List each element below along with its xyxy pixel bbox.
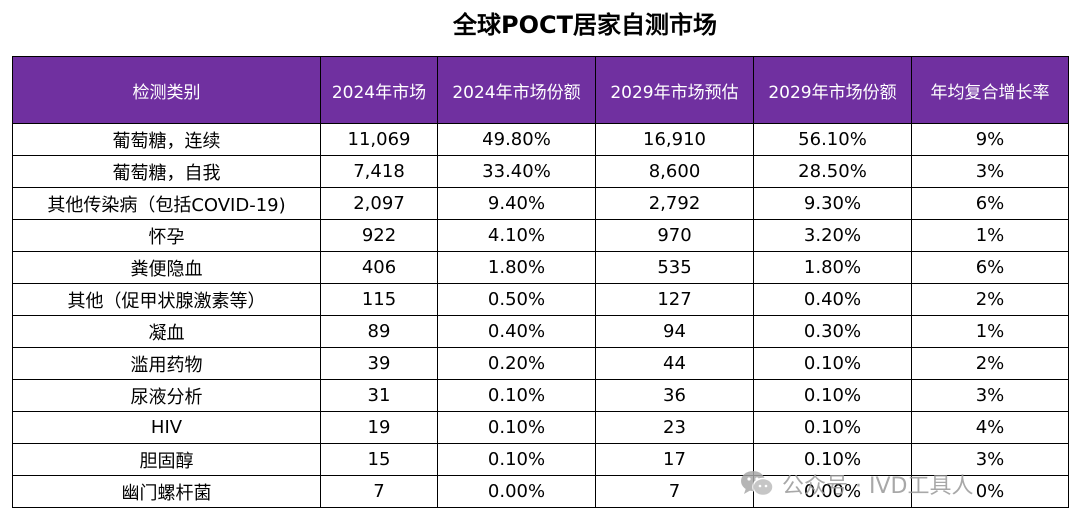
cell-share-2029: 0.40%	[753, 283, 912, 316]
table-row: 滥用药物 39 0.20% 44 0.10% 2%	[12, 347, 1069, 380]
cell-share-2024: 9.40%	[437, 187, 596, 220]
cell-share-2024: 0.10%	[437, 379, 596, 412]
cell-share-2024: 0.10%	[437, 411, 596, 444]
table-body: 葡萄糖，连续 11,069 49.80% 16,910 56.10% 9% 葡萄糖，自我 7,…	[12, 123, 1069, 508]
cell-share-2024: 0.10%	[437, 443, 596, 476]
cell-market-2024: 7,418	[320, 155, 438, 188]
cell-share-2029: 9.30%	[753, 187, 912, 220]
cell-cagr: 0%	[911, 475, 1069, 508]
cell-market-2029: 8,600	[595, 155, 754, 188]
market-table: 检测类别 2024年市场 2024年市场份额 2029年市场预估 2029年市场…	[12, 56, 1069, 508]
cell-cagr: 3%	[911, 155, 1069, 188]
cell-category: 胆固醇	[12, 443, 321, 476]
table-row: 怀孕 922 4.10% 970 3.20% 1%	[12, 219, 1069, 252]
cell-share-2029: 0.10%	[753, 347, 912, 380]
cell-cagr: 6%	[911, 187, 1069, 220]
cell-share-2029: 1.80%	[753, 251, 912, 284]
header-row: 检测类别 2024年市场 2024年市场份额 2029年市场预估 2029年市场…	[12, 56, 1069, 124]
table-row: 葡萄糖，连续 11,069 49.80% 16,910 56.10% 9%	[12, 123, 1069, 156]
cell-market-2024: 89	[320, 315, 438, 348]
table-header: 检测类别 2024年市场 2024年市场份额 2029年市场预估 2029年市场…	[12, 56, 1069, 124]
table-row: HIV 19 0.10% 23 0.10% 4%	[12, 411, 1069, 444]
cell-market-2024: 39	[320, 347, 438, 380]
cell-cagr: 2%	[911, 283, 1069, 316]
cell-share-2024: 49.80%	[437, 123, 596, 156]
cell-cagr: 1%	[911, 219, 1069, 252]
cell-market-2029: 17	[595, 443, 754, 476]
header-category: 检测类别	[12, 56, 321, 124]
cell-market-2029: 23	[595, 411, 754, 444]
cell-category: 其他传染病（包括COVID-19)	[12, 187, 321, 220]
cell-cagr: 1%	[911, 315, 1069, 348]
table-row: 胆固醇 15 0.10% 17 0.10% 3%	[12, 443, 1069, 476]
cell-market-2024: 11,069	[320, 123, 438, 156]
cell-category: 滥用药物	[12, 347, 321, 380]
cell-cagr: 3%	[911, 443, 1069, 476]
table-row: 幽门螺杆菌 7 0.00% 7 0.00% 0%	[12, 475, 1069, 508]
cell-market-2024: 15	[320, 443, 438, 476]
cell-share-2024: 0.50%	[437, 283, 596, 316]
cell-market-2029: 44	[595, 347, 754, 380]
cell-market-2029: 16,910	[595, 123, 754, 156]
cell-market-2024: 922	[320, 219, 438, 252]
header-share-2024: 2024年市场份额	[437, 56, 596, 124]
table-row: 其他传染病（包括COVID-19) 2,097 9.40% 2,792 9.30% 6%	[12, 187, 1069, 220]
cell-share-2029: 28.50%	[753, 155, 912, 188]
cell-share-2029: 56.10%	[753, 123, 912, 156]
cell-category: 尿液分析	[12, 379, 321, 412]
cell-market-2024: 31	[320, 379, 438, 412]
cell-market-2029: 7	[595, 475, 754, 508]
cell-category: HIV	[12, 411, 321, 444]
cell-share-2024: 33.40%	[437, 155, 596, 188]
cell-share-2029: 0.10%	[753, 443, 912, 476]
cell-market-2029: 36	[595, 379, 754, 412]
page-title: 全球POCT居家自测市场	[453, 11, 717, 39]
table-row: 尿液分析 31 0.10% 36 0.10% 3%	[12, 379, 1069, 412]
cell-market-2024: 19	[320, 411, 438, 444]
header-cagr: 年均复合增长率	[911, 56, 1069, 124]
cell-market-2024: 7	[320, 475, 438, 508]
cell-share-2024: 4.10%	[437, 219, 596, 252]
table-row: 葡萄糖，自我 7,418 33.40% 8,600 28.50% 3%	[12, 155, 1069, 188]
cell-share-2024: 0.20%	[437, 347, 596, 380]
cell-cagr: 4%	[911, 411, 1069, 444]
cell-category: 葡萄糖，自我	[12, 155, 321, 188]
cell-share-2029: 0.10%	[753, 379, 912, 412]
cell-share-2029: 3.20%	[753, 219, 912, 252]
header-share-2029: 2029年市场份额	[753, 56, 912, 124]
cell-category: 粪便隐血	[12, 251, 321, 284]
header-market-2024: 2024年市场	[320, 56, 438, 124]
cell-market-2024: 406	[320, 251, 438, 284]
cell-market-2024: 115	[320, 283, 438, 316]
cell-cagr: 3%	[911, 379, 1069, 412]
table-row: 凝血 89 0.40% 94 0.30% 1%	[12, 315, 1069, 348]
cell-market-2029: 94	[595, 315, 754, 348]
cell-market-2024: 2,097	[320, 187, 438, 220]
cell-category: 怀孕	[12, 219, 321, 252]
cell-share-2024: 1.80%	[437, 251, 596, 284]
table-row: 粪便隐血 406 1.80% 535 1.80% 6%	[12, 251, 1069, 284]
cell-share-2024: 0.40%	[437, 315, 596, 348]
header-market-2029: 2029年市场预估	[595, 56, 754, 124]
cell-cagr: 2%	[911, 347, 1069, 380]
cell-market-2029: 2,792	[595, 187, 754, 220]
cell-category: 其他（促甲状腺激素等）	[12, 283, 321, 316]
cell-market-2029: 535	[595, 251, 754, 284]
cell-category: 凝血	[12, 315, 321, 348]
cell-cagr: 9%	[911, 123, 1069, 156]
cell-category: 葡萄糖，连续	[12, 123, 321, 156]
cell-share-2024: 0.00%	[437, 475, 596, 508]
cell-share-2029: 0.10%	[753, 411, 912, 444]
cell-market-2029: 970	[595, 219, 754, 252]
cell-share-2029: 0.30%	[753, 315, 912, 348]
cell-market-2029: 127	[595, 283, 754, 316]
table-row: 其他（促甲状腺激素等） 115 0.50% 127 0.40% 2%	[12, 283, 1069, 316]
cell-share-2029: 0.00%	[753, 475, 912, 508]
cell-cagr: 6%	[911, 251, 1069, 284]
cell-category: 幽门螺杆菌	[12, 475, 321, 508]
